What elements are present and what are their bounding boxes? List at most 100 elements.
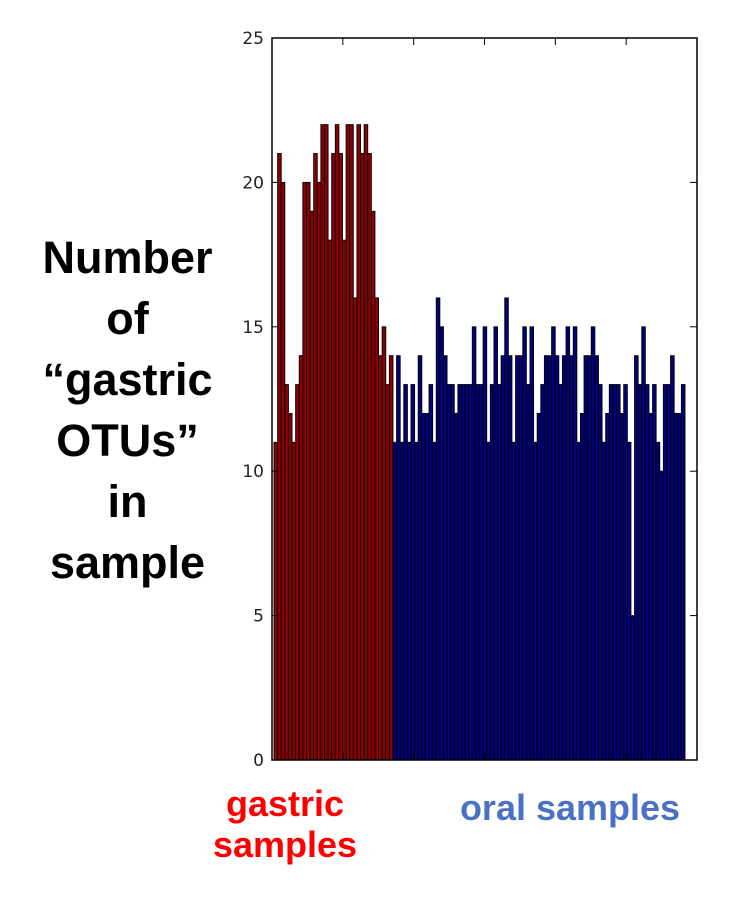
bar (525, 384, 531, 761)
bar (471, 326, 477, 761)
bar (634, 355, 639, 761)
bar (482, 326, 488, 761)
bar (536, 412, 542, 761)
bar (583, 355, 589, 761)
bar (403, 384, 408, 761)
bar (439, 326, 444, 761)
bar (644, 384, 650, 761)
bar (587, 355, 592, 761)
y-tick-label: 5 (253, 607, 264, 627)
y-axis-label-line: “gastric (42, 354, 213, 405)
y-tick-label: 25 (242, 29, 264, 49)
bar (652, 384, 657, 761)
bar (356, 124, 361, 761)
bar (547, 355, 553, 761)
bar (511, 441, 517, 761)
oral-samples-label: oral samples (459, 787, 681, 828)
bar (666, 384, 672, 761)
y-axis-label-line: OTUs” (56, 415, 199, 466)
bar (641, 326, 646, 761)
bar (561, 355, 567, 761)
bar (360, 153, 365, 761)
bar (594, 355, 599, 761)
bar (540, 384, 545, 761)
bar (598, 384, 603, 761)
bar (313, 153, 318, 761)
bar (309, 210, 315, 761)
bar (590, 326, 596, 761)
bar (338, 153, 343, 761)
bar (507, 355, 513, 761)
bar (428, 384, 434, 761)
bar (378, 355, 383, 761)
bar (417, 355, 423, 761)
y-tick-label: 10 (242, 462, 264, 482)
bar (605, 412, 610, 761)
bar (277, 153, 282, 761)
bar (316, 181, 322, 761)
y-axis-label-line: of (106, 293, 149, 344)
y-tick-label: 0 (253, 751, 264, 771)
bar (493, 326, 498, 761)
bar (569, 355, 574, 761)
bar (450, 384, 455, 761)
bar (392, 441, 398, 761)
bar (388, 355, 394, 761)
bar (619, 412, 625, 761)
bar (677, 412, 682, 761)
bar (518, 355, 524, 761)
bar (565, 326, 571, 761)
bar (659, 470, 664, 761)
bar (572, 326, 578, 761)
gastric-samples-label: gastric samples (212, 783, 358, 866)
bar (280, 181, 286, 761)
bar (489, 384, 495, 761)
axes-group: 0 5 10 15 20 25 (242, 29, 698, 771)
bar (334, 124, 340, 761)
bar (580, 412, 585, 761)
bar (327, 239, 333, 761)
bar (497, 384, 502, 761)
bar (612, 384, 617, 761)
bar (331, 153, 336, 761)
bar (673, 412, 679, 761)
bar (630, 615, 635, 761)
bar (349, 124, 354, 761)
bar (453, 412, 459, 761)
bar (576, 441, 581, 761)
bar (370, 210, 376, 761)
y-axis-label-line: sample (49, 537, 206, 588)
bar (475, 384, 480, 761)
bar (302, 181, 307, 761)
bar (461, 384, 466, 761)
bar (554, 355, 560, 761)
bar (601, 441, 607, 761)
bar (414, 441, 419, 761)
bar (522, 326, 527, 761)
bar (616, 384, 621, 761)
bar (479, 384, 484, 761)
bar (443, 355, 448, 761)
bar (306, 181, 311, 761)
bar (626, 441, 632, 761)
bar (457, 384, 462, 761)
bar (410, 384, 416, 761)
y-axis-label-line: Number (42, 232, 213, 283)
bar (421, 412, 426, 761)
bar (385, 384, 390, 761)
bar (396, 355, 401, 761)
bar (273, 441, 279, 761)
y-tick-label: 15 (242, 318, 264, 338)
bar (432, 441, 437, 761)
bar (670, 355, 675, 761)
bar (374, 297, 380, 761)
bar (367, 153, 372, 761)
bar (500, 355, 506, 761)
bar (655, 441, 661, 761)
bar (320, 124, 325, 761)
bar (446, 384, 452, 761)
bar (486, 441, 491, 761)
bar (515, 355, 520, 761)
bar (551, 326, 556, 761)
